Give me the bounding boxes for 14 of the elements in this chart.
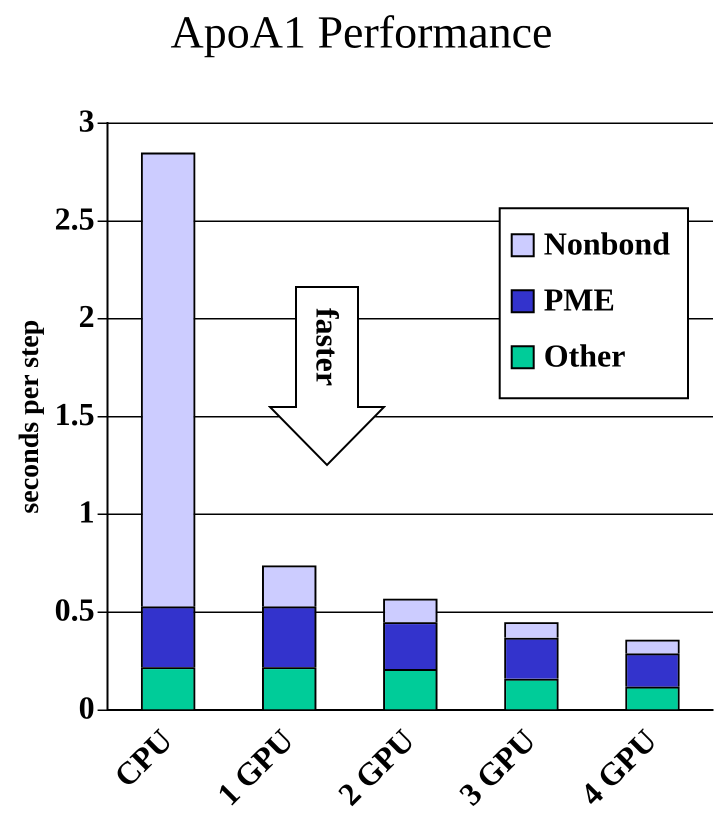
y-tick-label: 0: [78, 689, 95, 726]
y-tick-label: 0.5: [54, 592, 95, 628]
annotation: faster: [308, 308, 346, 386]
y-tick-label: 1.5: [54, 396, 95, 432]
y-tick-label: 2.5: [54, 200, 95, 236]
y-tick-label: 1: [78, 494, 95, 530]
y-tick-label: 3: [78, 102, 95, 138]
y-tick-label: 2: [78, 298, 95, 334]
arrow-icon: faster: [268, 285, 386, 467]
legend-label: Nonbond: [544, 225, 670, 262]
legend-label: PME: [544, 281, 615, 318]
y-axis-title: seconds per step: [14, 320, 46, 514]
chart-title: ApoA1 Performance: [170, 6, 552, 58]
legend-label: Other: [544, 337, 626, 374]
